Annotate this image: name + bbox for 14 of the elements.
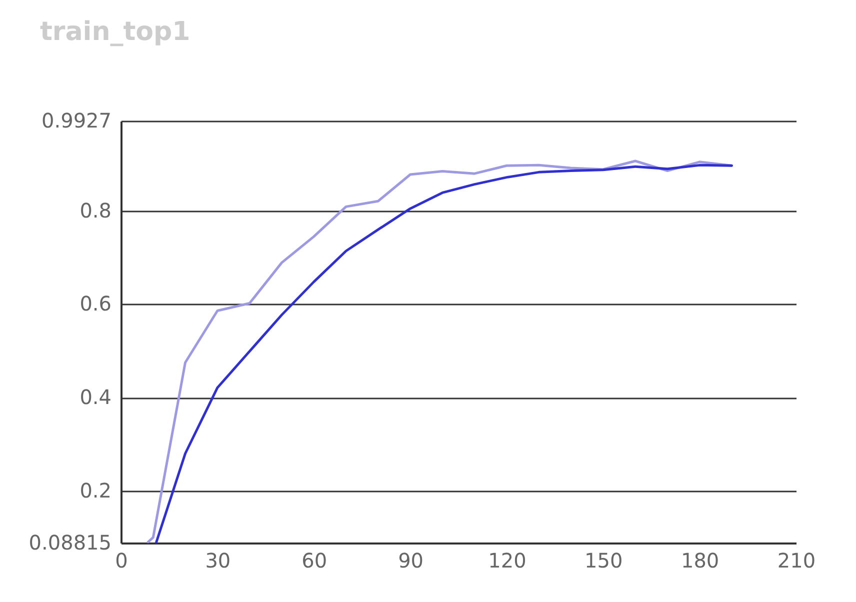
x-tick-label: 90 bbox=[398, 548, 424, 572]
y-tick-label: 0.08815 bbox=[28, 530, 112, 554]
x-tick-label: 0 bbox=[115, 548, 128, 572]
x-tick-label: 30 bbox=[205, 548, 231, 572]
y-tick-label: 0.4 bbox=[80, 385, 112, 410]
y-tick-label: 0.9927 bbox=[42, 108, 112, 132]
x-tick-label: 210 bbox=[777, 548, 816, 572]
y-tick-label: 0.6 bbox=[80, 292, 112, 316]
x-tick-label: 120 bbox=[488, 548, 526, 572]
x-tick-label: 180 bbox=[680, 548, 720, 572]
x-tick-label: 150 bbox=[584, 548, 623, 572]
y-tick-label: 0.2 bbox=[80, 478, 112, 502]
x-tick-label: 60 bbox=[302, 548, 328, 572]
y-tick-label: 0.8 bbox=[80, 198, 112, 222]
